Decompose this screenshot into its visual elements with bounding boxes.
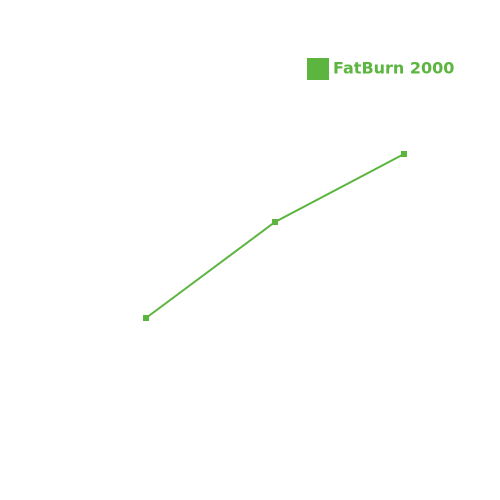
marker: [272, 219, 278, 225]
marker: [143, 315, 149, 321]
legend-label: FatBurn 2000: [333, 59, 454, 78]
marker: [401, 151, 407, 157]
line: [145, 153, 405, 319]
legend-swatch: [307, 58, 329, 80]
